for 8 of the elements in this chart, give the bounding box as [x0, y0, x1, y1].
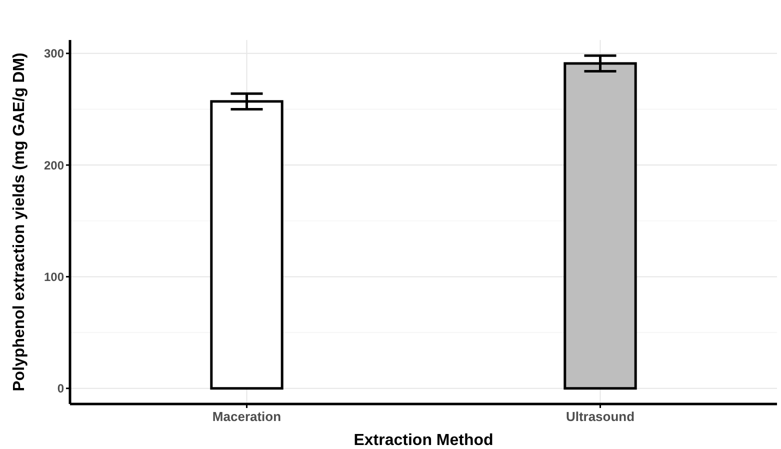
y-tick-label: 200: [44, 158, 64, 172]
x-tick-label: Maceration: [212, 409, 282, 424]
y-axis-title: Polyphenol extraction yields (mg GAE/g DM): [11, 52, 28, 392]
y-tick-label: 0: [57, 382, 64, 396]
y-tick-label: 300: [44, 46, 64, 61]
x-axis-title: Extraction Method: [354, 432, 494, 449]
x-tick-label: Ultrasound: [566, 409, 635, 424]
y-tick-label: 100: [44, 270, 64, 284]
